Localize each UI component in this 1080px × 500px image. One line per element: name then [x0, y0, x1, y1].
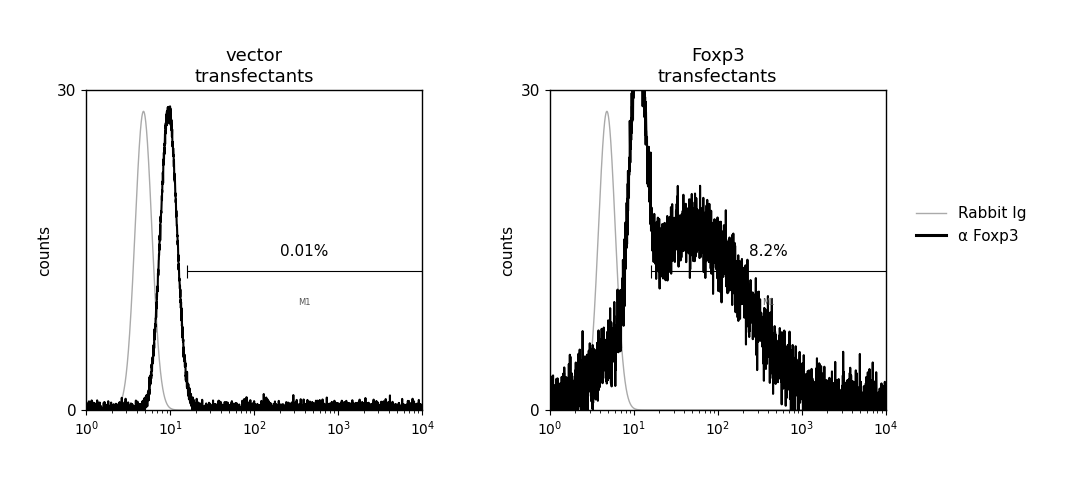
Text: 8.2%: 8.2% [748, 244, 787, 258]
Title: Foxp3
transfectants: Foxp3 transfectants [658, 47, 778, 86]
Text: 0.01%: 0.01% [281, 244, 328, 258]
Text: M1: M1 [761, 298, 774, 307]
Y-axis label: counts: counts [37, 224, 52, 276]
Text: M1: M1 [298, 298, 311, 307]
Y-axis label: counts: counts [500, 224, 515, 276]
Title: vector
transfectants: vector transfectants [194, 47, 314, 86]
Legend: Rabbit Ig, α Foxp3: Rabbit Ig, α Foxp3 [909, 200, 1032, 250]
